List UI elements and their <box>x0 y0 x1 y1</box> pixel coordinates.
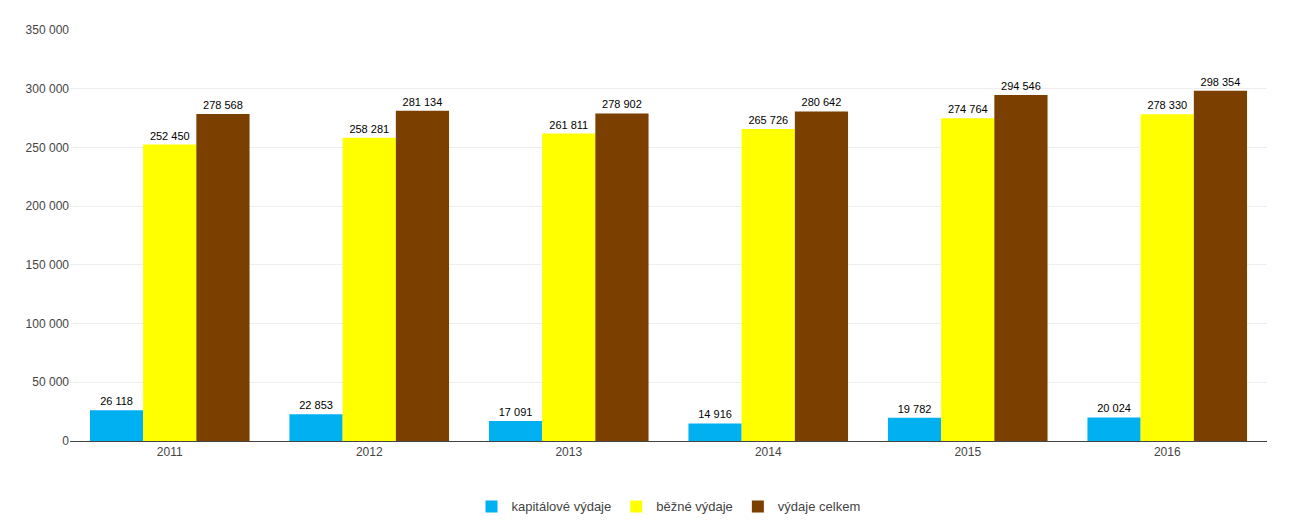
svg-text:298 354: 298 354 <box>1201 76 1241 88</box>
svg-text:0: 0 <box>62 434 69 448</box>
svg-text:20 024: 20 024 <box>1097 402 1131 414</box>
svg-text:2014: 2014 <box>755 445 782 459</box>
svg-text:252 450: 252 450 <box>150 130 190 142</box>
svg-text:2016: 2016 <box>1154 445 1181 459</box>
svg-text:281 134: 281 134 <box>403 96 443 108</box>
svg-text:261 811: 261 811 <box>549 119 588 131</box>
svg-text:278 330: 278 330 <box>1147 99 1187 111</box>
svg-text:265 726: 265 726 <box>748 114 788 126</box>
svg-text:2011: 2011 <box>157 445 183 459</box>
svg-text:22 853: 22 853 <box>299 399 333 411</box>
svg-text:26 118: 26 118 <box>100 395 133 407</box>
svg-text:běžné výdaje: běžné výdaje <box>656 499 733 514</box>
svg-text:17 091: 17 091 <box>499 406 533 418</box>
svg-text:300 000: 300 000 <box>26 82 70 96</box>
svg-text:19 782: 19 782 <box>898 403 932 415</box>
svg-text:kapitálové výdaje: kapitálové výdaje <box>512 499 612 514</box>
svg-text:14 916: 14 916 <box>698 408 732 420</box>
svg-text:100 000: 100 000 <box>26 317 70 331</box>
svg-text:294 546: 294 546 <box>1001 80 1041 92</box>
svg-text:350 000: 350 000 <box>26 23 70 37</box>
svg-text:278 902: 278 902 <box>602 98 642 110</box>
svg-text:278 568: 278 568 <box>203 99 243 111</box>
svg-text:250 000: 250 000 <box>26 141 70 155</box>
svg-text:280 642: 280 642 <box>802 96 842 108</box>
svg-text:2013: 2013 <box>555 445 582 459</box>
svg-text:2015: 2015 <box>954 445 981 459</box>
svg-text:2012: 2012 <box>356 445 383 459</box>
svg-text:258 281: 258 281 <box>349 123 389 135</box>
svg-text:150 000: 150 000 <box>26 258 70 272</box>
svg-text:274 764: 274 764 <box>948 103 988 115</box>
svg-text:200 000: 200 000 <box>26 199 70 213</box>
svg-text:50 000: 50 000 <box>32 375 69 389</box>
svg-text:výdaje celkem: výdaje celkem <box>778 499 860 514</box>
